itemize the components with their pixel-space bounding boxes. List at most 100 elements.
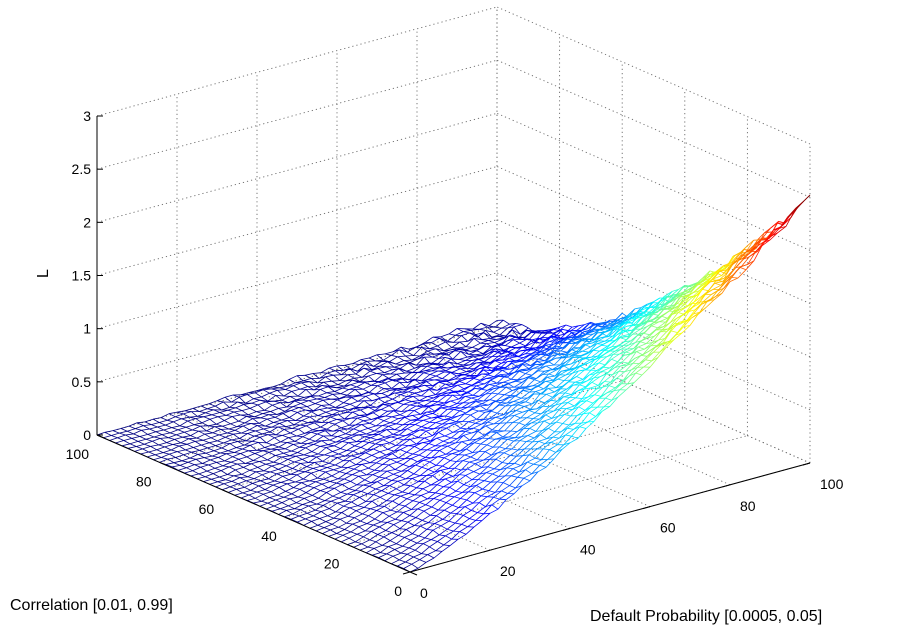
mesh-segment	[661, 343, 668, 345]
mesh-segment	[430, 534, 440, 540]
mesh-segment	[525, 463, 534, 471]
mesh-segment	[445, 496, 455, 503]
mesh-segment	[464, 370, 473, 376]
mesh-segment	[318, 395, 325, 398]
mesh-segment	[417, 508, 425, 512]
mesh-segment	[244, 483, 253, 488]
mesh-segment	[520, 349, 527, 352]
mesh-segment	[484, 366, 492, 372]
mesh-segment	[482, 431, 491, 439]
mesh-segment	[320, 367, 330, 374]
mesh-segment	[395, 439, 405, 446]
mesh-segment	[141, 428, 150, 431]
mesh-segment	[316, 397, 325, 400]
mesh-segment	[370, 433, 379, 439]
mesh-segment	[235, 407, 243, 411]
mesh-segment	[485, 366, 494, 369]
mesh-segment	[219, 412, 227, 416]
mesh-segment	[380, 546, 389, 553]
mesh-segment	[376, 373, 383, 375]
mesh-segment	[597, 373, 607, 386]
mesh-segment	[164, 446, 172, 451]
mesh-segment	[189, 454, 199, 459]
mesh-segment	[564, 409, 573, 415]
mesh-segment	[576, 376, 584, 380]
mesh-segment	[716, 268, 726, 272]
mesh-segment	[467, 401, 477, 408]
mesh-segment	[162, 449, 172, 453]
mesh-segment	[377, 534, 385, 538]
mesh-segment	[422, 440, 431, 443]
mesh-segment	[420, 443, 430, 451]
mesh-segment	[459, 378, 468, 382]
mesh-segment	[286, 442, 294, 445]
mesh-segment	[394, 545, 403, 550]
mesh-segment	[448, 375, 457, 381]
mesh-segment	[517, 476, 524, 479]
mesh-segment	[403, 433, 413, 441]
mesh-segment	[152, 417, 162, 420]
mesh-segment	[442, 465, 449, 469]
mesh-segment	[681, 302, 689, 307]
mesh-segment	[295, 481, 302, 483]
mesh-segment	[487, 374, 495, 378]
mesh-segment	[112, 428, 122, 431]
mesh-segment	[171, 425, 180, 428]
mesh-segment	[172, 465, 181, 468]
mesh-segment	[267, 416, 276, 420]
mesh-segment	[522, 390, 530, 393]
mesh-segment	[337, 380, 347, 385]
mesh-segment	[333, 409, 341, 412]
mesh-segment	[716, 277, 725, 281]
mesh-segment	[345, 428, 354, 435]
mesh-segment	[340, 410, 347, 413]
mesh-segment	[183, 411, 192, 415]
mesh-segment	[185, 449, 192, 453]
mesh-segment	[219, 409, 228, 413]
mesh-segment	[379, 526, 386, 531]
mesh-segment	[340, 537, 350, 543]
mesh-segment	[261, 396, 269, 402]
mesh-segment	[450, 372, 459, 375]
mesh-segment	[313, 511, 322, 517]
mesh-segment	[309, 381, 317, 388]
mesh-segment	[263, 428, 271, 433]
mesh-segment	[448, 461, 457, 469]
mesh-segment	[424, 336, 434, 343]
mesh-segment	[517, 401, 526, 406]
mesh-segment	[538, 393, 547, 401]
mesh-segment	[229, 401, 238, 408]
mesh-segment	[405, 355, 414, 357]
mesh-segment	[399, 410, 409, 416]
mesh-segment	[260, 455, 268, 461]
mesh-segment	[462, 456, 472, 461]
mesh-segment	[141, 429, 149, 435]
mesh-segment	[392, 555, 400, 561]
mesh-segment	[517, 469, 526, 478]
mesh-segment	[301, 482, 308, 487]
mesh-segment	[626, 358, 635, 366]
mesh-segment	[379, 493, 389, 498]
mesh-segment	[429, 461, 437, 466]
mesh-segment	[388, 425, 395, 431]
mesh-segment	[262, 450, 270, 453]
mesh-segment	[216, 460, 225, 463]
mesh-segment	[752, 239, 762, 250]
mesh-segment	[402, 387, 411, 393]
mesh-segment	[396, 458, 405, 463]
mesh-segment	[347, 510, 357, 517]
mesh-segment	[311, 378, 318, 384]
mesh-segment	[458, 499, 467, 508]
mesh-segment	[220, 429, 228, 434]
mesh-segment	[316, 454, 325, 458]
mesh-segment	[262, 413, 269, 415]
mesh-segment	[333, 466, 342, 471]
mesh-segment	[579, 380, 588, 386]
mesh-segment	[719, 270, 727, 275]
mesh-segment	[343, 402, 350, 405]
mesh-segment	[702, 289, 709, 292]
mesh-segment	[304, 498, 311, 503]
mesh-segment	[549, 327, 559, 332]
mesh-segment	[240, 453, 248, 458]
mesh-segment	[210, 434, 220, 439]
